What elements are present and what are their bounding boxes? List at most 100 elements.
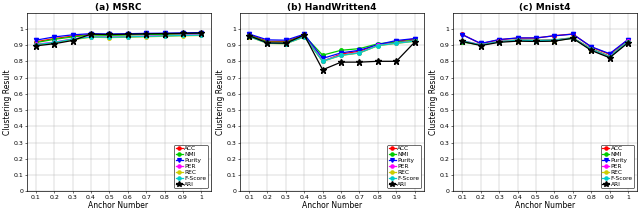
- Purity: [411, 37, 419, 40]
- F-Score: [337, 54, 345, 57]
- ARI: [356, 61, 364, 63]
- NMI: [32, 41, 40, 44]
- F-Score: [495, 40, 503, 43]
- REC: [106, 36, 113, 39]
- Line: Purity: Purity: [34, 30, 204, 42]
- Purity: [477, 42, 484, 45]
- Legend: ACC, NMI, Purity, PER, REC, F-Score, ARI: ACC, NMI, Purity, PER, REC, F-Score, ARI: [174, 145, 207, 189]
- REC: [458, 40, 466, 42]
- F-Score: [319, 60, 326, 62]
- F-Score: [198, 34, 205, 36]
- PER: [374, 44, 381, 47]
- ARI: [142, 33, 150, 35]
- NMI: [245, 34, 253, 37]
- REC: [495, 40, 503, 43]
- Purity: [264, 39, 271, 41]
- ACC: [495, 38, 503, 41]
- ACC: [282, 40, 290, 43]
- ARI: [68, 39, 76, 42]
- Line: ARI: ARI: [246, 32, 418, 73]
- PER: [550, 39, 558, 42]
- Line: F-Score: F-Score: [247, 35, 417, 63]
- NMI: [142, 33, 150, 36]
- Purity: [161, 32, 168, 35]
- F-Score: [624, 40, 632, 43]
- F-Score: [161, 35, 168, 37]
- ACC: [68, 35, 76, 37]
- ACC: [198, 32, 205, 35]
- REC: [337, 54, 345, 57]
- Purity: [392, 39, 400, 42]
- NMI: [198, 32, 205, 35]
- Line: PER: PER: [461, 36, 630, 59]
- NMI: [124, 34, 132, 36]
- ACC: [319, 60, 326, 63]
- NMI: [392, 41, 400, 43]
- PER: [245, 35, 253, 37]
- Purity: [550, 35, 558, 37]
- ARI: [411, 41, 419, 43]
- F-Score: [264, 42, 271, 45]
- ACC: [569, 33, 577, 35]
- PER: [300, 35, 308, 38]
- F-Score: [374, 44, 381, 47]
- PER: [477, 43, 484, 46]
- NMI: [179, 33, 187, 35]
- ACC: [374, 43, 381, 46]
- PER: [179, 34, 187, 36]
- REC: [411, 40, 419, 43]
- ACC: [32, 40, 40, 43]
- Line: NMI: NMI: [34, 32, 203, 44]
- ACC: [606, 53, 614, 56]
- REC: [319, 60, 326, 63]
- REC: [624, 40, 632, 43]
- ARI: [245, 34, 253, 37]
- Legend: ACC, NMI, Purity, PER, REC, F-Score, ARI: ACC, NMI, Purity, PER, REC, F-Score, ARI: [601, 145, 634, 189]
- F-Score: [124, 36, 132, 38]
- PER: [264, 42, 271, 44]
- Line: PER: PER: [34, 33, 203, 46]
- Title: (c) Mnist4: (c) Mnist4: [520, 3, 571, 12]
- REC: [550, 39, 558, 42]
- REC: [32, 44, 40, 46]
- Line: F-Score: F-Score: [461, 36, 630, 59]
- ACC: [87, 33, 95, 36]
- ARI: [106, 33, 113, 36]
- Purity: [124, 32, 132, 35]
- REC: [569, 37, 577, 40]
- PER: [87, 35, 95, 38]
- Purity: [606, 52, 614, 55]
- ARI: [300, 34, 308, 36]
- F-Score: [68, 38, 76, 40]
- ACC: [392, 40, 400, 43]
- REC: [124, 36, 132, 39]
- NMI: [569, 36, 577, 39]
- Purity: [32, 39, 40, 42]
- Purity: [87, 32, 95, 35]
- F-Score: [245, 35, 253, 38]
- NMI: [411, 39, 419, 42]
- PER: [124, 35, 132, 38]
- Purity: [319, 57, 326, 60]
- ARI: [624, 42, 632, 44]
- PER: [411, 40, 419, 42]
- Purity: [495, 38, 503, 41]
- ACC: [124, 33, 132, 36]
- Line: ACC: ACC: [34, 32, 203, 43]
- Purity: [532, 37, 540, 39]
- X-axis label: Anchor Number: Anchor Number: [88, 201, 148, 210]
- F-Score: [532, 39, 540, 42]
- NMI: [264, 41, 271, 43]
- NMI: [161, 33, 168, 36]
- NMI: [495, 40, 503, 43]
- ACC: [142, 33, 150, 35]
- NMI: [300, 34, 308, 37]
- ACC: [411, 38, 419, 40]
- Purity: [588, 45, 595, 48]
- ACC: [161, 33, 168, 35]
- NMI: [514, 39, 522, 41]
- PER: [68, 38, 76, 40]
- REC: [264, 42, 271, 45]
- PER: [319, 60, 326, 62]
- F-Score: [300, 36, 308, 38]
